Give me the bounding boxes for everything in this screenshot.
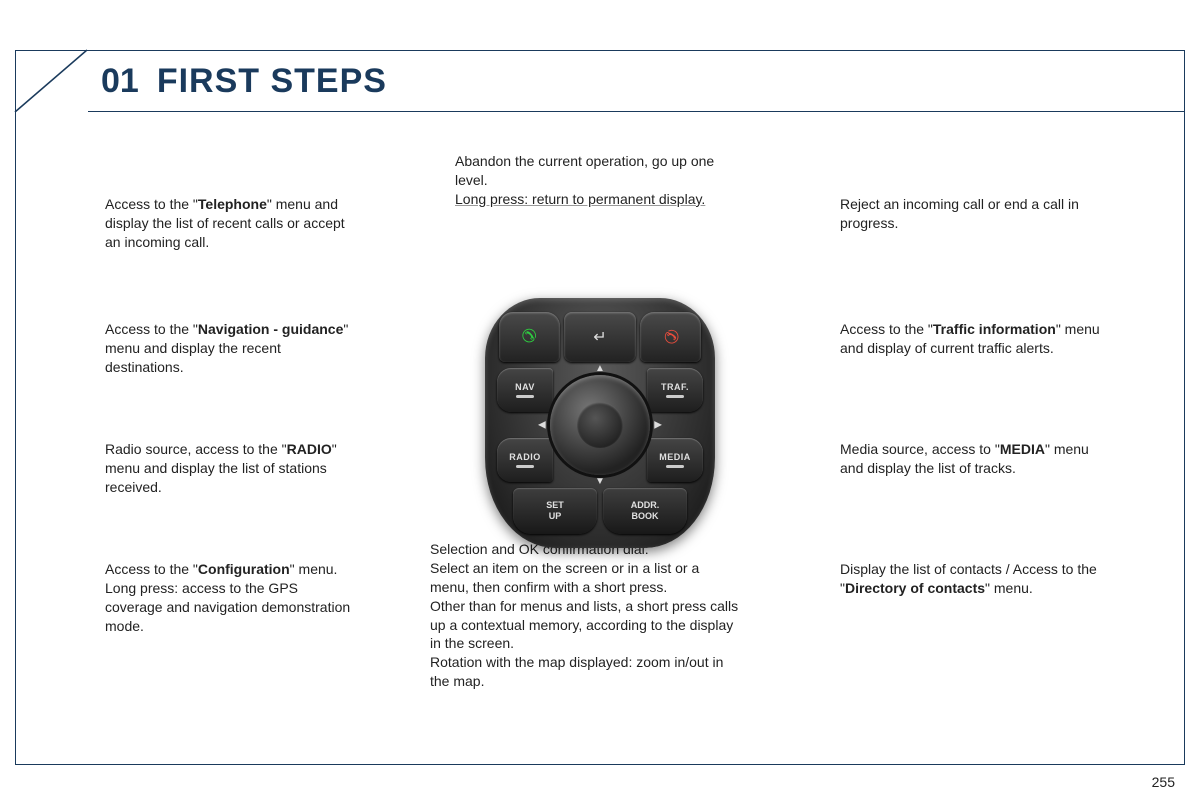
page-number: 255	[1152, 774, 1175, 790]
callout-traffic: Access to the "Traffic information" menu…	[840, 320, 1110, 358]
back-icon: ↵	[593, 327, 606, 347]
radio-button[interactable]: RADIO	[497, 438, 553, 482]
callout-media: Media source, access to "MEDIA" menu and…	[840, 440, 1100, 478]
dial-ring[interactable]	[550, 375, 650, 475]
controller-device: ✆ ↵ ✆ NAV TRAF. RADIO MEDIA ▲	[485, 298, 715, 548]
phone-accept-button[interactable]: ✆	[499, 312, 560, 362]
dpad-down-icon: ▼	[595, 476, 605, 487]
phone-accept-icon: ✆	[519, 324, 540, 349]
setup-button[interactable]: SETUP	[513, 488, 597, 534]
dpad-left-icon: ◀	[538, 419, 546, 430]
dpad-up-icon: ▲	[595, 363, 605, 374]
dial-center-button[interactable]	[577, 402, 623, 448]
phone-reject-button[interactable]: ✆	[640, 312, 701, 362]
content-area: Access to the "Telephone" menu and displ…	[30, 130, 1170, 755]
callout-telephone: Access to the "Telephone" menu and displ…	[105, 195, 355, 252]
callout-abandon: Abandon the current operation, go up one…	[455, 152, 745, 209]
traf-button[interactable]: TRAF.	[647, 368, 703, 412]
phone-reject-icon: ✆	[659, 327, 682, 346]
callout-dial: Selection and OK confirmation dial: Sele…	[430, 540, 740, 691]
callout-config: Access to the "Configuration" menu. Long…	[105, 560, 355, 636]
dpad-right-icon: ▶	[654, 419, 662, 430]
callout-navigation: Access to the "Navigation - guidance" me…	[105, 320, 355, 377]
back-button[interactable]: ↵	[564, 312, 637, 362]
addr-book-button[interactable]: ADDR.BOOK	[603, 488, 687, 534]
callout-contacts: Display the list of contacts / Access to…	[840, 560, 1110, 598]
nav-button[interactable]: NAV	[497, 368, 553, 412]
callout-radio: Radio source, access to the "RADIO" menu…	[105, 440, 365, 497]
media-button[interactable]: MEDIA	[647, 438, 703, 482]
callout-reject: Reject an incoming call or end a call in…	[840, 195, 1100, 233]
